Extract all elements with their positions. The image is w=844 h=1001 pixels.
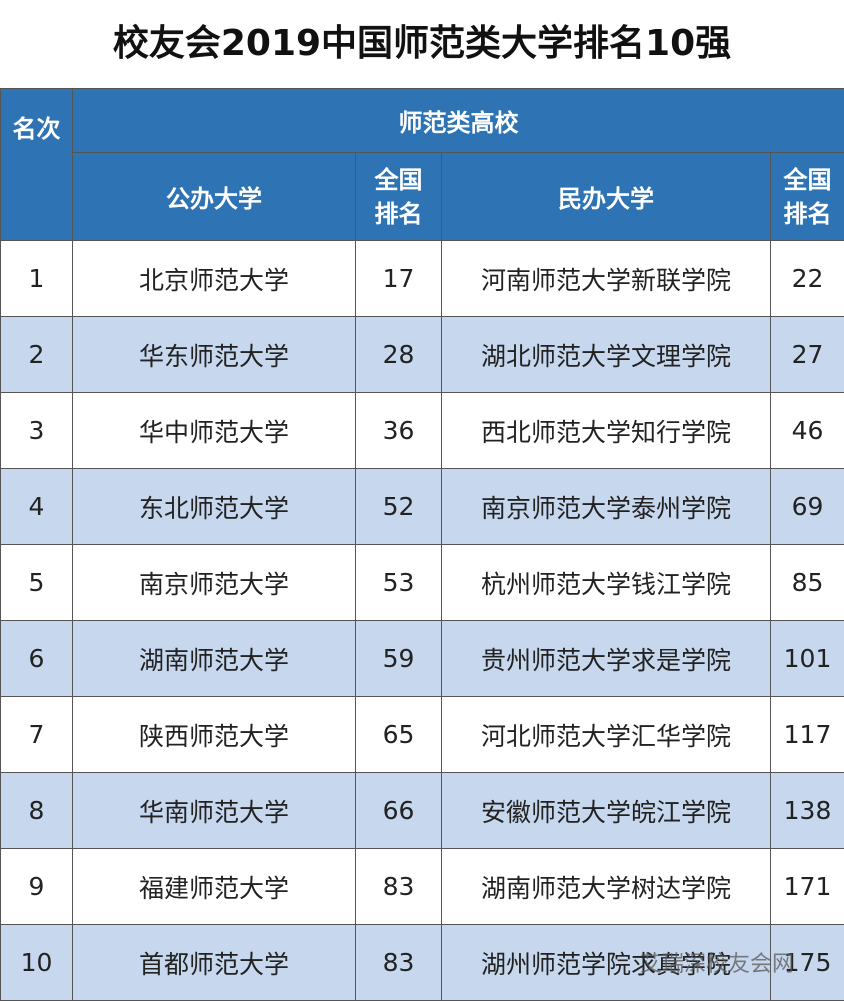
rank: 7 xyxy=(1,697,73,773)
private-national-rank: 138 xyxy=(771,773,844,849)
public-national-rank: 36 xyxy=(356,393,442,469)
private-national-rank: 46 xyxy=(771,393,844,469)
rank: 2 xyxy=(1,317,73,393)
header-private: 民办大学 xyxy=(442,153,771,241)
private-university: 南京师范大学泰州学院 xyxy=(442,469,771,545)
rank: 6 xyxy=(1,621,73,697)
header-public: 公办大学 xyxy=(73,153,356,241)
watermark: 艾瑞深校友会网 xyxy=(640,946,794,978)
rank: 1 xyxy=(1,241,73,317)
public-university: 陕西师范大学 xyxy=(73,697,356,773)
private-national-rank: 101 xyxy=(771,621,844,697)
public-national-rank: 66 xyxy=(356,773,442,849)
public-university: 华中师范大学 xyxy=(73,393,356,469)
header-private-rank-text: 全国排名 xyxy=(782,163,834,231)
private-national-rank: 27 xyxy=(771,317,844,393)
private-university: 河南师范大学新联学院 xyxy=(442,241,771,317)
rank: 10 xyxy=(1,925,73,1001)
private-university: 安徽师范大学皖江学院 xyxy=(442,773,771,849)
public-university: 首都师范大学 xyxy=(73,925,356,1001)
private-national-rank: 85 xyxy=(771,545,844,621)
public-national-rank: 83 xyxy=(356,849,442,925)
public-university: 华东师范大学 xyxy=(73,317,356,393)
private-university: 湖北师范大学文理学院 xyxy=(442,317,771,393)
rank: 5 xyxy=(1,545,73,621)
public-national-rank: 53 xyxy=(356,545,442,621)
header-public-rank: 全国排名 xyxy=(356,153,442,241)
public-university: 华南师范大学 xyxy=(73,773,356,849)
public-national-rank: 17 xyxy=(356,241,442,317)
title: 校友会2019中国师范类大学排名10强 xyxy=(0,0,844,88)
header-private-rank: 全国排名 xyxy=(771,153,844,241)
rank: 3 xyxy=(1,393,73,469)
rank: 8 xyxy=(1,773,73,849)
private-university: 西北师范大学知行学院 xyxy=(442,393,771,469)
private-national-rank: 69 xyxy=(771,469,844,545)
private-university: 河北师范大学汇华学院 xyxy=(442,697,771,773)
header-rank-text: 名次 xyxy=(12,114,62,144)
header-group: 师范类高校 xyxy=(73,89,844,153)
header-rank: 名次 xyxy=(1,89,73,241)
public-university: 福建师范大学 xyxy=(73,849,356,925)
private-national-rank: 117 xyxy=(771,697,844,773)
private-university: 湖南师范大学树达学院 xyxy=(442,849,771,925)
public-national-rank: 65 xyxy=(356,697,442,773)
public-national-rank: 59 xyxy=(356,621,442,697)
public-university: 北京师范大学 xyxy=(73,241,356,317)
header-public-rank-text: 全国排名 xyxy=(373,163,425,231)
public-university: 湖南师范大学 xyxy=(73,621,356,697)
public-national-rank: 52 xyxy=(356,469,442,545)
public-national-rank: 83 xyxy=(356,925,442,1001)
public-national-rank: 28 xyxy=(356,317,442,393)
public-university: 东北师范大学 xyxy=(73,469,356,545)
rank: 4 xyxy=(1,469,73,545)
rank: 9 xyxy=(1,849,73,925)
private-university: 贵州师范大学求是学院 xyxy=(442,621,771,697)
public-university: 南京师范大学 xyxy=(73,545,356,621)
private-university: 杭州师范大学钱江学院 xyxy=(442,545,771,621)
private-national-rank: 22 xyxy=(771,241,844,317)
private-national-rank: 171 xyxy=(771,849,844,925)
